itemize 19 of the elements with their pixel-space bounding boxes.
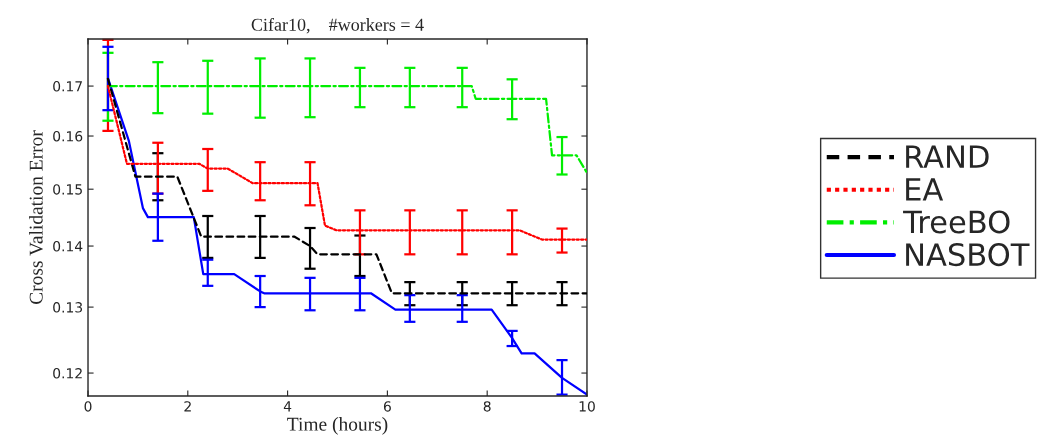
x-tick-label: 2 (184, 401, 191, 412)
y-tick-label: 0.14 (53, 241, 83, 252)
legend-label: RAND (906, 145, 989, 168)
legend-label: TreeBO (903, 210, 1010, 234)
y-tick-label: 0.17 (53, 81, 82, 92)
x-tick-label: 0 (84, 401, 92, 412)
y-axis-title: Cross Validation Error (29, 130, 43, 305)
chart-title: Cifar10, #workers = 4 (251, 17, 424, 34)
y-tick-label: 0.15 (53, 184, 82, 195)
y-tick-label: 0.13 (53, 302, 83, 313)
x-axis-title: Time (hours) (287, 417, 388, 435)
legend-label: EA (906, 178, 944, 201)
legend-label: NASBOT (906, 243, 1030, 267)
y-tick-label: 0.16 (53, 130, 83, 142)
x-tick-label: 4 (283, 401, 292, 412)
y-tick-label: 0.12 (53, 368, 82, 379)
x-tick-label: 8 (483, 401, 491, 412)
x-tick-label: 6 (383, 401, 391, 412)
x-tick-label: 10 (579, 401, 595, 412)
